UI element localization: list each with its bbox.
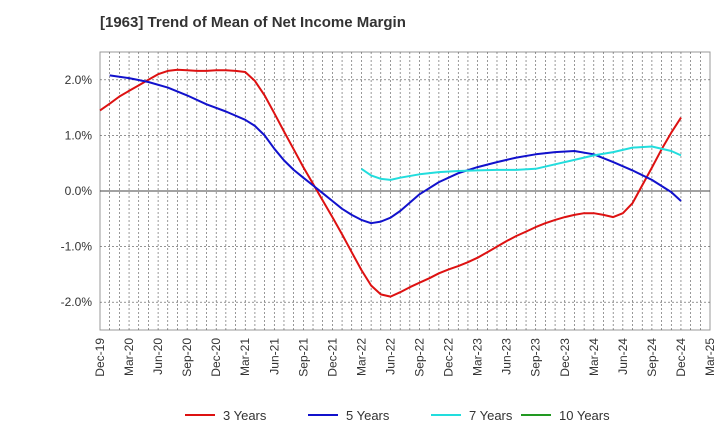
y-tick-label: 1.0% — [65, 128, 93, 142]
x-tick-label: Dec-21 — [325, 338, 339, 377]
x-tick-label: Jun-21 — [267, 338, 281, 375]
series-line-3-years — [99, 68, 682, 298]
y-tick-label: 0.0% — [65, 184, 93, 198]
y-tick-label: -1.0% — [61, 240, 93, 254]
x-tick-label: Jun-23 — [500, 338, 514, 375]
legend-label: 5 Years — [346, 408, 390, 423]
legend-label: 3 Years — [223, 408, 267, 423]
x-tick-label: Mar-21 — [238, 338, 252, 376]
y-tick-label: -2.0% — [61, 295, 93, 309]
x-tick-label: Mar-20 — [122, 338, 136, 376]
series-line-7-years — [360, 145, 682, 181]
chart-title: [1963] Trend of Mean of Net Income Margi… — [100, 14, 406, 31]
x-tick-label: Dec-20 — [209, 338, 223, 377]
x-tick-label: Mar-25 — [703, 338, 717, 376]
x-tick-label: Jun-22 — [383, 338, 397, 375]
x-tick-label: Dec-19 — [93, 338, 107, 377]
x-tick-label: Sep-23 — [529, 338, 543, 377]
x-tick-label: Jun-20 — [151, 338, 165, 375]
series-line-5-years — [109, 74, 682, 225]
x-tick-label: Mar-24 — [587, 338, 601, 376]
x-tick-label: Jun-24 — [616, 338, 630, 375]
x-tick-label: Sep-21 — [296, 338, 310, 377]
y-tick-label: 2.0% — [65, 73, 93, 87]
x-tick-label: Dec-24 — [674, 338, 688, 377]
x-tick-label: Mar-23 — [471, 338, 485, 376]
legend-label: 10 Years — [559, 408, 610, 423]
x-tick-label: Dec-23 — [558, 338, 572, 377]
x-tick-label: Sep-22 — [413, 338, 427, 377]
legend-label: 7 Years — [469, 408, 513, 423]
x-tick-label: Sep-20 — [180, 338, 194, 377]
x-tick-label: Dec-22 — [442, 338, 456, 377]
x-tick-label: Mar-22 — [354, 338, 368, 376]
x-tick-label: Sep-24 — [645, 338, 659, 377]
